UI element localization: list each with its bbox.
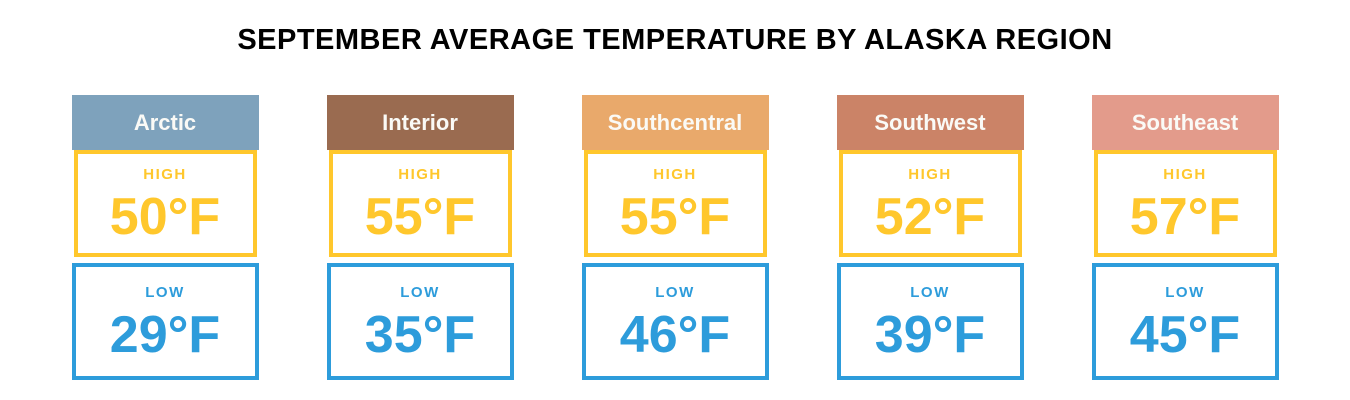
low-label: LOW (655, 284, 695, 301)
low-value: 39°F (874, 306, 986, 364)
high-label: HIGH (1163, 166, 1207, 183)
low-temp-box: LOW 35°F (326, 263, 514, 380)
high-label: HIGH (398, 166, 442, 183)
region-header: Arctic (71, 95, 259, 150)
high-temp-box: HIGH 50°F (73, 150, 257, 257)
low-temp-box: LOW 29°F (71, 263, 259, 380)
low-value: 29°F (109, 306, 221, 364)
high-label: HIGH (908, 166, 952, 183)
low-value: 45°F (1129, 306, 1241, 364)
high-value: 55°F (619, 188, 731, 246)
low-value: 35°F (364, 306, 476, 364)
low-temp-box: LOW 45°F (1091, 263, 1279, 380)
low-label: LOW (145, 284, 185, 301)
region-card: Arctic HIGH 50°F LOW 29°F (71, 95, 259, 380)
region-card: Interior HIGH 55°F LOW 35°F (326, 95, 514, 380)
low-label: LOW (400, 284, 440, 301)
region-header: Southwest (836, 95, 1024, 150)
region-name-label: Southcentral (607, 109, 743, 135)
region-name-label: Southwest (874, 109, 986, 135)
low-temp-box: LOW 39°F (836, 263, 1024, 380)
region-card: Southeast HIGH 57°F LOW 45°F (1091, 95, 1279, 380)
region-name-label: Southeast (1131, 109, 1239, 135)
region-name-label: Interior (382, 109, 458, 135)
high-temp-box: HIGH 57°F (1093, 150, 1277, 257)
region-card: Southcentral HIGH 55°F LOW 46°F (581, 95, 769, 380)
high-value: 52°F (874, 188, 986, 246)
low-value: 46°F (619, 306, 731, 364)
high-value: 57°F (1129, 188, 1241, 246)
low-label: LOW (1165, 284, 1205, 301)
region-name-label: Arctic (133, 109, 197, 135)
region-header: Southcentral (581, 95, 769, 150)
high-value: 55°F (364, 188, 476, 246)
high-temp-box: HIGH 55°F (328, 150, 512, 257)
region-cards-container: Arctic HIGH 50°F LOW 29°F Interior HIGH … (0, 95, 1350, 380)
region-header: Southeast (1091, 95, 1279, 150)
region-header: Interior (326, 95, 514, 150)
high-temp-box: HIGH 55°F (583, 150, 767, 257)
low-temp-box: LOW 46°F (581, 263, 769, 380)
high-value: 50°F (109, 188, 221, 246)
low-label: LOW (910, 284, 950, 301)
region-card: Southwest HIGH 52°F LOW 39°F (836, 95, 1024, 380)
high-temp-box: HIGH 52°F (838, 150, 1022, 257)
high-label: HIGH (143, 166, 187, 183)
high-label: HIGH (653, 166, 697, 183)
page-title: SEPTEMBER AVERAGE TEMPERATURE BY ALASKA … (237, 24, 1113, 56)
